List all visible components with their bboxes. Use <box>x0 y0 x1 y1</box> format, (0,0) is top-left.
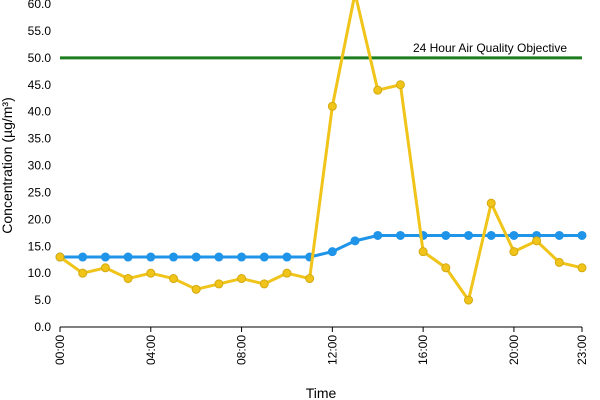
series-1-point <box>395 230 405 240</box>
y-tick-label: 40.0 <box>28 105 52 119</box>
series-2-point <box>282 268 292 278</box>
x-axis-ticks: 00:00 04:00 08:00 12:00 16:00 20:00 23:00 <box>53 327 589 365</box>
series-2-point <box>327 101 337 111</box>
series-2-point <box>123 274 133 284</box>
series-2-point <box>441 263 451 273</box>
y-tick-label: 45.0 <box>28 78 52 92</box>
series-1-point <box>554 230 564 240</box>
series-2-point <box>486 198 496 208</box>
series-2-point <box>395 80 405 90</box>
x-tick-label: 00:00 <box>53 335 67 365</box>
x-tick-label: 04:00 <box>144 335 158 365</box>
series-2-point <box>214 279 224 289</box>
series-1-point <box>146 252 156 262</box>
series-2-point <box>373 85 383 95</box>
y-tick-label: 0.0 <box>34 320 51 334</box>
series-1-point <box>191 252 201 262</box>
series-1-point <box>259 252 269 262</box>
series-2-point <box>191 284 201 294</box>
series-1-point <box>100 252 110 262</box>
x-tick-label: 20:00 <box>507 335 521 365</box>
series-1-point <box>373 230 383 240</box>
series-2-point <box>146 268 156 278</box>
air-quality-objective-label: 24 Hour Air Quality Objective <box>413 41 567 55</box>
series-1-point <box>237 252 247 262</box>
y-tick-label: 20.0 <box>28 212 52 226</box>
y-tick-label: 25.0 <box>28 185 52 199</box>
y-tick-label: 55.0 <box>28 24 52 38</box>
series-1-point <box>123 252 133 262</box>
x-axis-title: Time <box>306 385 337 400</box>
series-group <box>55 0 587 305</box>
x-tick-label: 16:00 <box>416 335 430 365</box>
y-axis-title: Concentration (µg/m³) <box>0 97 15 233</box>
series-2-point <box>305 274 315 284</box>
series-1-point <box>78 252 88 262</box>
series-2-point <box>418 247 428 257</box>
y-tick-label: 15.0 <box>28 239 52 253</box>
series-1-point <box>441 230 451 240</box>
x-tick-label: 08:00 <box>235 335 249 365</box>
series-1-point <box>168 252 178 262</box>
y-axis-ticks: 0.0 5.0 10.0 15.0 20.0 25.0 30.0 35.0 40.0 45.0 50… <box>28 0 52 334</box>
series-2-point <box>509 247 519 257</box>
x-tick-label: 23:00 <box>575 335 589 365</box>
series-2-point <box>532 236 542 246</box>
series-2-point <box>78 268 88 278</box>
y-tick-label: 50.0 <box>28 51 52 65</box>
series-1-point <box>282 252 292 262</box>
series-2-point <box>237 274 247 284</box>
series-2-point <box>554 257 564 267</box>
series-1-point <box>214 252 224 262</box>
series-2-point <box>100 263 110 273</box>
y-tick-label: 5.0 <box>34 293 51 307</box>
reference-line-group: 24 Hour Air Quality Objective <box>60 41 582 60</box>
series-1-point <box>327 247 337 257</box>
series-2-point <box>259 279 269 289</box>
y-tick-label: 10.0 <box>28 266 52 280</box>
series-1-point <box>464 230 474 240</box>
series-2-point <box>464 295 474 305</box>
y-tick-label: 35.0 <box>28 132 52 146</box>
series-1-point <box>509 230 519 240</box>
series-1-point <box>577 230 587 240</box>
series-2-point <box>168 274 178 284</box>
series-1-line <box>60 233 582 259</box>
series-2-point <box>55 252 65 262</box>
y-tick-label: 30.0 <box>28 159 52 173</box>
x-tick-label: 12:00 <box>325 335 339 365</box>
series-1-point <box>486 230 496 240</box>
series-1-point <box>350 236 360 246</box>
series-2-point <box>577 263 587 273</box>
y-tick-label: 60.0 <box>28 0 52 11</box>
